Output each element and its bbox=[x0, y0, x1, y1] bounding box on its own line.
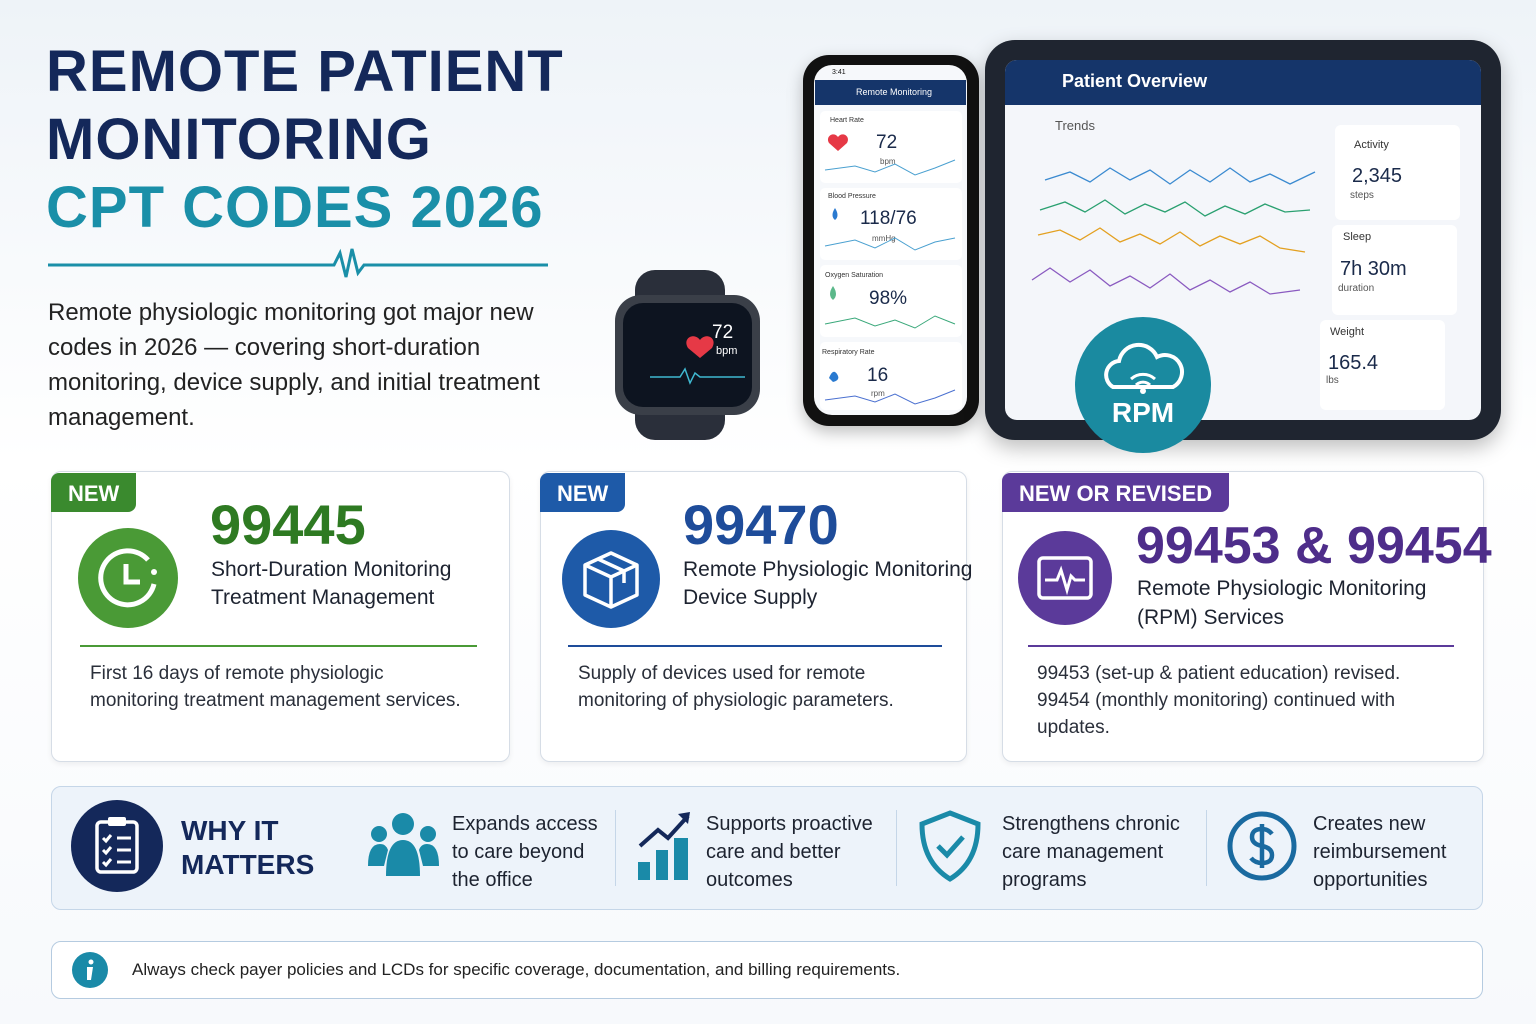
phone-time: 3:41 bbox=[832, 69, 846, 76]
why-divider bbox=[896, 810, 897, 886]
card-tag: NEW OR REVISED bbox=[1002, 473, 1230, 512]
stat-label: Activity bbox=[1354, 139, 1389, 151]
title-line: CPT CODES 2026 bbox=[46, 175, 544, 240]
rpm-label: RPM bbox=[1111, 397, 1175, 428]
metric-unit: bpm bbox=[880, 157, 896, 166]
pulse-divider bbox=[48, 248, 548, 278]
metric-card bbox=[820, 265, 962, 337]
stat-card bbox=[1320, 320, 1445, 410]
growth-icon bbox=[638, 812, 690, 880]
card-description: First 16 days of remote physiologic moni… bbox=[90, 663, 461, 711]
metric-value: 98% bbox=[869, 288, 908, 309]
metric-value: 16 bbox=[867, 365, 889, 386]
metric-card bbox=[820, 188, 962, 260]
trend-lines bbox=[1031, 167, 1316, 295]
metric-unit: rpm bbox=[871, 389, 885, 398]
people-icon bbox=[368, 813, 439, 876]
phone-title: Remote Monitoring bbox=[856, 87, 933, 97]
stat-value: 7h 30m bbox=[1340, 258, 1407, 280]
why-strip bbox=[51, 786, 1483, 910]
stat-unit: lbs bbox=[1326, 375, 1339, 386]
card-description: 99453 (set-up & patient education) revis… bbox=[1037, 663, 1401, 738]
card-title: (RPM) Services bbox=[1137, 606, 1285, 629]
stat-value: 2,345 bbox=[1352, 165, 1403, 187]
title-line: MONITORING bbox=[46, 107, 432, 172]
card-divider bbox=[1028, 645, 1454, 647]
metric-label: Blood Pressure bbox=[828, 193, 876, 200]
clipboard-icon bbox=[71, 800, 163, 892]
why-title: MATTERS bbox=[181, 849, 315, 880]
card-code: 99470 bbox=[683, 493, 839, 556]
stat-value: 165.4 bbox=[1328, 352, 1379, 374]
card-tag: NEW bbox=[540, 473, 626, 512]
note-text: Always check payer policies and LCDs for… bbox=[132, 960, 901, 979]
metric-card bbox=[820, 342, 962, 410]
card-title: Device Supply bbox=[683, 586, 818, 609]
card-divider bbox=[568, 645, 942, 647]
stat-label: Sleep bbox=[1343, 231, 1372, 243]
metric-unit: mmHg bbox=[872, 234, 896, 243]
phone-header bbox=[815, 80, 966, 105]
trends-label: Trends bbox=[1055, 118, 1095, 133]
title-line: REMOTE PATIENT bbox=[46, 39, 564, 104]
why-item: Supports proactive care and better outco… bbox=[706, 813, 873, 891]
stat-unit: steps bbox=[1350, 190, 1374, 201]
metric-card bbox=[820, 111, 962, 183]
why-divider bbox=[615, 810, 616, 886]
card-title: Remote Physiologic Monitoring bbox=[1137, 577, 1427, 600]
metric-label: Oxygen Saturation bbox=[825, 272, 883, 279]
watch-unit: bpm bbox=[716, 345, 738, 357]
note-box bbox=[51, 941, 1483, 999]
monitor-icon bbox=[1018, 531, 1112, 625]
card-title: Remote Physiologic Monitoring bbox=[683, 558, 973, 581]
why-divider bbox=[1206, 810, 1207, 886]
info-icon bbox=[72, 952, 108, 988]
tablet-header bbox=[1005, 60, 1481, 105]
watch-value: 72 bbox=[712, 322, 734, 343]
dollar-icon bbox=[1227, 811, 1297, 881]
clock-icon bbox=[78, 528, 178, 628]
stat-card bbox=[1335, 125, 1460, 220]
smartwatch bbox=[615, 270, 760, 440]
card-description: Supply of devices used for remote monito… bbox=[578, 663, 894, 711]
why-item: Expands access to care beyond the office bbox=[452, 813, 598, 891]
stat-label: Weight bbox=[1330, 326, 1365, 338]
card-code: 99453 & 99454 bbox=[1136, 517, 1492, 575]
metric-label: Respiratory Rate bbox=[822, 349, 875, 356]
stat-unit: duration bbox=[1338, 283, 1375, 294]
card-code: 99445 bbox=[210, 493, 366, 556]
why-title: WHY IT bbox=[181, 815, 279, 846]
box-icon bbox=[562, 530, 660, 628]
metric-label: Heart Rate bbox=[830, 117, 864, 124]
card-divider bbox=[80, 645, 477, 647]
rpm-badge bbox=[1075, 317, 1211, 453]
why-item: Strengthens chronic care management prog… bbox=[1002, 813, 1180, 891]
phone-icons bbox=[824, 134, 956, 405]
tablet-title: Patient Overview bbox=[1062, 71, 1208, 91]
metric-value: 118/76 bbox=[860, 208, 917, 229]
intro: Remote physiologic monitoring got major … bbox=[48, 299, 540, 431]
shield-icon bbox=[919, 810, 981, 882]
metric-value: 72 bbox=[876, 132, 898, 153]
card-tag: NEW bbox=[51, 473, 137, 512]
card-title: Treatment Management bbox=[211, 586, 435, 609]
stat-card bbox=[1332, 225, 1457, 315]
card-title: Short-Duration Monitoring bbox=[211, 558, 452, 581]
why-item: Creates new reimbursement opportunities bbox=[1313, 813, 1447, 891]
code-card bbox=[1002, 471, 1484, 762]
